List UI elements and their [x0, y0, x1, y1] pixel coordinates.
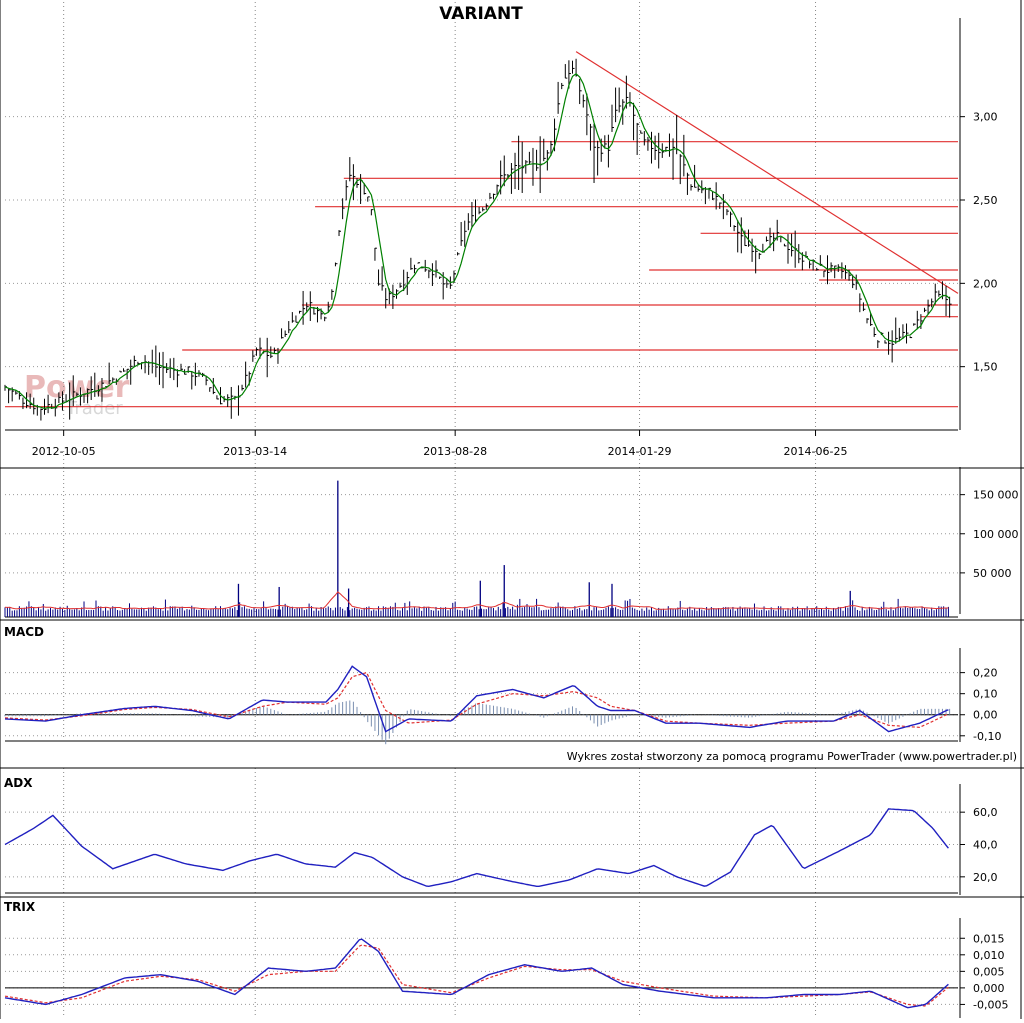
watermark-trader: Trader — [65, 398, 123, 419]
price-panel — [4, 51, 959, 421]
trendline — [575, 51, 959, 294]
volume-average-line — [4, 591, 949, 610]
y-tick-label: 0,015 — [973, 932, 1005, 945]
x-tick-label: 2014-06-25 — [784, 445, 848, 458]
y-tick-label: 2,50 — [973, 194, 998, 207]
y-tick-label: 40,0 — [973, 839, 998, 852]
y-tick-label: 150 000 — [973, 489, 1019, 502]
y-tick-label: 0,10 — [973, 688, 998, 701]
y-tick-label: 0,010 — [973, 949, 1005, 962]
y-tick-label: 0,005 — [973, 965, 1005, 978]
adx-line — [4, 808, 949, 888]
y-tick-label: 0,000 — [973, 982, 1005, 995]
y-tick-label: 0,00 — [973, 709, 998, 722]
x-tick-label: 2013-08-28 — [423, 445, 487, 458]
chart-title: VARIANT — [439, 4, 523, 24]
macd-line — [4, 665, 949, 733]
macd-panel — [4, 665, 958, 745]
credit-text: Wykres został stworzony za pomocą progra… — [567, 750, 1017, 763]
y-tick-label: 3,00 — [973, 111, 998, 124]
trix-signal-line — [4, 944, 949, 1007]
trix-line — [4, 938, 949, 1009]
x-tick-label: 2014-01-29 — [608, 445, 672, 458]
trix-label: TRIX — [4, 900, 36, 914]
volume-panel — [4, 480, 949, 617]
trix-panel — [4, 938, 958, 1009]
macd-label: MACD — [4, 625, 44, 639]
x-tick-label: 2012-10-05 — [32, 445, 96, 458]
y-tick-label: 0,20 — [973, 667, 998, 680]
y-tick-label: 60,0 — [973, 806, 998, 819]
watermark-power: Power — [24, 370, 130, 405]
moving-average-line — [4, 73, 950, 410]
y-tick-label: -0,005 — [973, 998, 1008, 1011]
y-tick-label: 2,00 — [973, 277, 998, 290]
y-tick-label: 100 000 — [973, 528, 1019, 541]
y-tick-label: 20,0 — [973, 871, 998, 884]
axis-labels: 2012-10-05 2013-03-14 2013-08-28 2014-01-29… — [32, 111, 1019, 1012]
adx-panel — [4, 808, 949, 888]
y-tick-label: -0,10 — [973, 730, 1001, 743]
x-tick-label: 2013-03-14 — [223, 445, 287, 458]
y-tick-label: 1,50 — [973, 361, 998, 374]
macd-signal-line — [4, 671, 949, 729]
y-tick-label: 50 000 — [973, 567, 1012, 580]
adx-label: ADX — [4, 776, 33, 790]
